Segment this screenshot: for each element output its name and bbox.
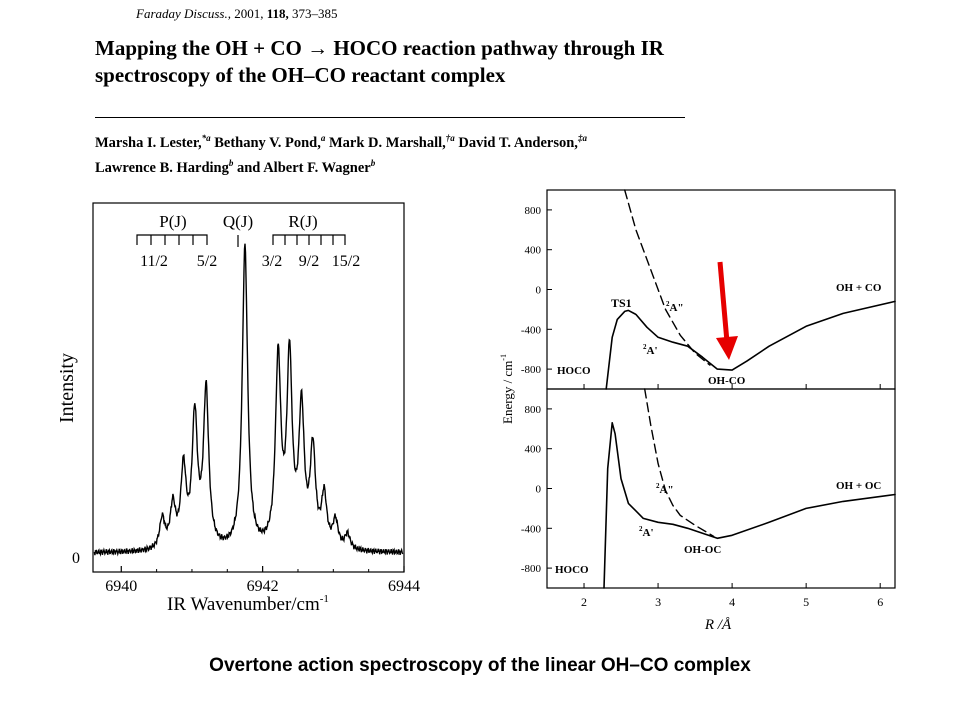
affiliation-mark: *a	[201, 133, 211, 143]
spectrum-x-ticks: 6940 6942 6944	[105, 566, 420, 595]
r-branch-j-label: 3/2	[262, 253, 282, 270]
author-name: David T. Anderson,	[458, 134, 578, 151]
pes-x-ticks: 2 3 4 5 6	[581, 384, 883, 609]
r-branch-j-label: 15/2	[332, 253, 360, 270]
pes-y-label-sup: -1	[499, 354, 508, 361]
year: 2001,	[234, 6, 264, 21]
spectrum-y-tick-0: 0	[72, 550, 80, 567]
affiliation-mark: b	[228, 157, 234, 168]
state-label: A"	[670, 302, 684, 314]
spectrum-x-tick-label: 6942	[247, 578, 279, 595]
p-branch-j-label: 11/2	[140, 253, 168, 270]
oh-oc-minimum-label: OH-OC	[684, 544, 721, 556]
pes-y-tick-label: 400	[525, 444, 542, 456]
citation: Faraday Discuss., 2001, 118, 373–385	[136, 6, 338, 22]
red-arrow-annotation	[716, 261, 738, 360]
pes-y-tick-label: 0	[536, 484, 542, 496]
oh-co-minimum-label: OH-CO	[708, 375, 746, 387]
arrow-head	[716, 336, 738, 360]
top-excited-label: 2A"	[666, 300, 684, 314]
pes-x-tick-label: 2	[581, 595, 587, 609]
bottom-hoco-label: HOCO	[555, 564, 589, 576]
pes-y-tick-label: 800	[525, 404, 542, 416]
affiliation-mark: †a	[445, 133, 455, 143]
slide-caption: Overtone action spectroscopy of the line…	[209, 655, 751, 676]
state-label: A'	[643, 527, 654, 539]
pes-y-ticks: 800 400 0 -400 -800 800 400 0 -400 -800	[521, 205, 552, 575]
bottom-ground-state-curve	[603, 422, 896, 589]
spectrum-x-label-sup: -1	[320, 593, 329, 605]
state-superscript: 2	[643, 343, 647, 351]
pes-y-label: Energy / cm-1	[499, 354, 515, 424]
spectrum-x-label-text: IR Wavenumber/cm	[167, 594, 320, 615]
pes-x-tick-label: 4	[729, 595, 735, 609]
authors-line-1: Marsha I. Lester,*a Bethany V. Pond,a Ma…	[95, 128, 715, 153]
pes-y-label-text: Energy / cm	[500, 361, 515, 424]
affiliation-mark: b	[370, 157, 376, 168]
bottom-ground-label: 2A'	[639, 525, 654, 539]
author-name: Mark D. Marshall,	[328, 134, 446, 151]
title-line-1: Mapping the OH + CO → HOCO reaction path…	[95, 36, 664, 60]
author-list: Marsha I. Lester,*a Bethany V. Pond,a Ma…	[95, 128, 715, 178]
pes-x-tick-label: 6	[877, 595, 883, 609]
pes-y-tick-label: 400	[525, 245, 542, 257]
affiliation-mark: ‡a	[577, 133, 587, 143]
pes-x-label: R /Å	[704, 617, 732, 633]
r-branch-comb	[272, 234, 346, 245]
state-superscript: 2	[639, 525, 643, 533]
authors-line-2: Lawrence B. Hardingb and Albert F. Wagne…	[95, 153, 715, 178]
potential-energy-chart: 800 400 0 -400 -800 800 400 0 -400 -800 2 3 4 5 6 Ene…	[499, 189, 896, 633]
top-excited-state-curve	[624, 189, 711, 366]
pes-y-tick-label: 0	[536, 285, 542, 297]
top-hoco-label: HOCO	[557, 365, 591, 377]
p-branch-j-label: 5/2	[197, 253, 217, 270]
q-branch-label: Q(J)	[223, 212, 253, 231]
state-superscript: 2	[666, 300, 670, 308]
pes-y-tick-label: -400	[521, 324, 542, 336]
p-branch-label: P(J)	[159, 212, 186, 231]
state-superscript: 2	[656, 482, 660, 490]
r-branch-j-label: 9/2	[299, 253, 319, 270]
affiliation-mark: a	[320, 133, 326, 143]
spectrum-x-tick-label: 6940	[105, 578, 137, 595]
pes-y-tick-label: -400	[521, 523, 542, 535]
top-ground-state-curve	[605, 300, 896, 390]
author-name: and Albert F. Wagner	[236, 159, 371, 176]
p-branch-comb	[136, 234, 208, 245]
oh-co-asymptote-label: OH + CO	[836, 282, 882, 294]
pes-x-tick-label: 3	[655, 595, 661, 609]
title-rule	[95, 117, 685, 118]
spectrum-y-label: Intensity	[56, 353, 78, 423]
pes-x-tick-label: 5	[803, 595, 809, 609]
pes-y-tick-label: -800	[521, 364, 542, 376]
volume: 118,	[266, 6, 289, 21]
arrow-shaft	[717, 261, 730, 343]
r-branch-label: R(J)	[288, 212, 317, 231]
bottom-excited-state-curve	[644, 388, 715, 537]
spectrum-frame	[92, 202, 405, 573]
ir-spectrum-chart: 6940 6942 6944 0 Intensity IR Wavenumber/c…	[56, 202, 420, 615]
spectrum-trace	[93, 243, 404, 557]
journal-name: Faraday Discuss.,	[136, 6, 231, 21]
bottom-excited-label: 2A"	[656, 482, 674, 496]
pes-y-tick-label: 800	[525, 205, 542, 217]
state-label: A'	[647, 345, 658, 357]
pages: 373–385	[292, 6, 338, 21]
oh-oc-asymptote-label: OH + OC	[836, 480, 881, 492]
paper-title: Mapping the OH + CO → HOCO reaction path…	[95, 35, 715, 89]
title-line-2: spectroscopy of the OH–CO reactant compl…	[95, 63, 506, 87]
author-name: Lawrence B. Harding	[95, 159, 229, 176]
author-name: Bethany V. Pond,	[214, 134, 321, 151]
ts1-label: TS1	[611, 296, 632, 310]
pes-y-tick-label: -800	[521, 563, 542, 575]
author-name: Marsha I. Lester,	[95, 134, 202, 151]
spectrum-x-label: IR Wavenumber/cm-1	[167, 593, 329, 615]
top-ground-label: 2A'	[643, 343, 658, 357]
spectrum-x-tick-label: 6944	[388, 578, 420, 595]
state-label: A"	[660, 484, 674, 496]
